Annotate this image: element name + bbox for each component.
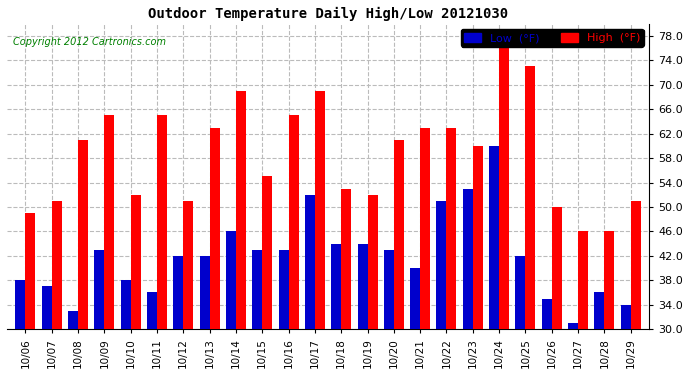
Bar (15, 280, 26, 329)
Bar (342, 189, 351, 329)
Bar (463, 189, 473, 329)
Bar (631, 201, 641, 329)
Bar (279, 250, 288, 329)
Bar (515, 256, 526, 329)
Title: Outdoor Temperature Daily High/Low 20121030: Outdoor Temperature Daily High/Low 20121… (148, 7, 508, 21)
Bar (473, 146, 483, 329)
Bar (130, 195, 141, 329)
Bar (594, 292, 604, 329)
Bar (368, 195, 377, 329)
Bar (315, 91, 325, 329)
Bar (526, 66, 535, 329)
Bar (288, 115, 299, 329)
Bar (26, 213, 35, 329)
Bar (262, 176, 273, 329)
Bar (446, 128, 457, 329)
Bar (52, 201, 61, 329)
Bar (68, 311, 78, 329)
Bar (410, 268, 420, 329)
Bar (489, 146, 499, 329)
Bar (104, 115, 115, 329)
Bar (420, 128, 430, 329)
Bar (95, 250, 104, 329)
Legend: Low  (°F), High  (°F): Low (°F), High (°F) (461, 29, 644, 46)
Bar (236, 91, 246, 329)
Bar (226, 231, 236, 329)
Bar (542, 298, 552, 329)
Text: Copyright 2012 Cartronics.com: Copyright 2012 Cartronics.com (13, 37, 166, 47)
Bar (331, 244, 342, 329)
Bar (621, 305, 631, 329)
Bar (568, 323, 578, 329)
Bar (41, 286, 52, 329)
Bar (173, 256, 184, 329)
Bar (604, 231, 614, 329)
Bar (121, 280, 130, 329)
Bar (199, 256, 210, 329)
Bar (184, 201, 193, 329)
Bar (147, 292, 157, 329)
Bar (157, 115, 167, 329)
Bar (384, 250, 394, 329)
Bar (394, 140, 404, 329)
Bar (357, 244, 368, 329)
Bar (437, 201, 446, 329)
Bar (78, 140, 88, 329)
Bar (578, 231, 588, 329)
Bar (552, 207, 562, 329)
Bar (210, 128, 219, 329)
Bar (499, 30, 509, 329)
Bar (305, 195, 315, 329)
Bar (253, 250, 262, 329)
